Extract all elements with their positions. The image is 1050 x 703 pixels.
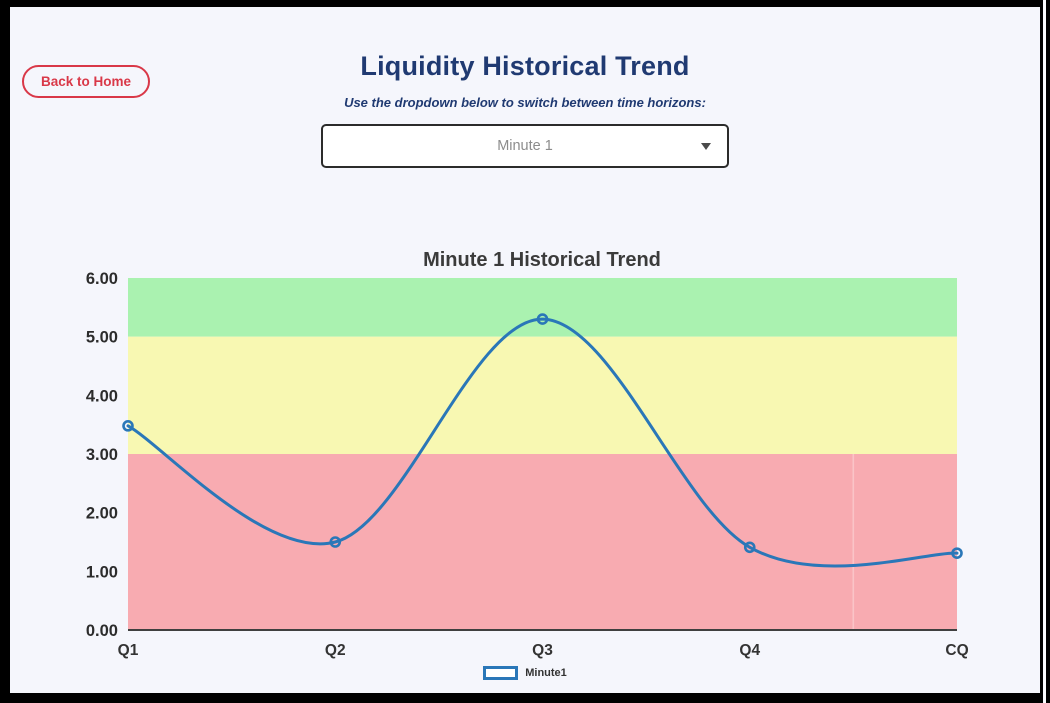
legend-label-minute1[interactable]: Minute1 xyxy=(525,667,567,679)
y-tick-label: 6.00 xyxy=(86,270,118,288)
y-tick-label: 0.00 xyxy=(86,622,118,640)
liquidity-trend-page: Back to Home Liquidity Historical Trend … xyxy=(10,7,1040,693)
y-tick-label: 5.00 xyxy=(86,329,118,347)
x-tick-label: Q4 xyxy=(739,642,760,659)
back-to-home-button[interactable]: Back to Home xyxy=(22,65,151,98)
x-tick-label: CQ xyxy=(945,642,968,659)
band-seam xyxy=(852,454,855,630)
band-yellow-zone xyxy=(128,336,957,454)
x-tick-label: Q2 xyxy=(325,642,346,659)
x-tick-label: Q3 xyxy=(532,642,553,659)
y-tick-label: 2.00 xyxy=(86,505,118,523)
chart-legend[interactable]: Minute1 xyxy=(10,666,1040,680)
y-tick-label: 4.00 xyxy=(86,387,118,405)
chevron-down-icon xyxy=(701,143,711,150)
window-edge-highlight xyxy=(1043,0,1046,703)
chart-title: Minute 1 Historical Trend xyxy=(423,249,661,271)
band-green-zone xyxy=(128,278,957,337)
data-point-marker xyxy=(536,313,549,325)
page-header: Back to Home Liquidity Historical Trend … xyxy=(10,51,1040,168)
page-title: Liquidity Historical Trend xyxy=(360,51,690,81)
dropdown-selected-value: Minute 1 xyxy=(497,138,553,154)
data-point-marker xyxy=(743,541,756,554)
page-subtitle: Use the dropdown below to switch between… xyxy=(344,95,706,110)
x-tick-label: Q1 xyxy=(118,642,139,659)
band-red-zone xyxy=(128,454,957,630)
y-tick-label: 3.00 xyxy=(86,446,118,464)
legend-swatch-minute1[interactable] xyxy=(483,666,519,680)
data-point-marker xyxy=(951,547,963,559)
data-point-marker xyxy=(329,536,342,548)
y-tick-label: 1.00 xyxy=(86,563,118,581)
data-point-marker xyxy=(122,420,134,432)
trend-line-minute1 xyxy=(126,317,959,568)
time-horizon-dropdown[interactable]: Minute 1 xyxy=(321,124,729,168)
